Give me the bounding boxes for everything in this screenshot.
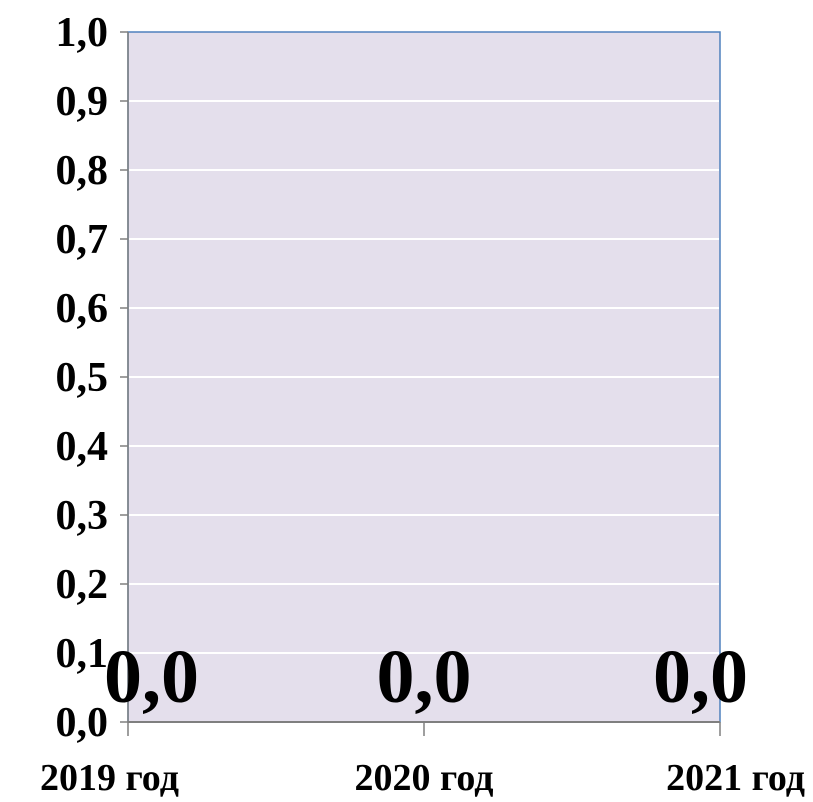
y-tick-label: 0,0 <box>56 700 109 746</box>
x-tick-label: 2019 год <box>40 757 179 799</box>
y-tick-label: 0,1 <box>56 631 109 677</box>
y-tick-label: 0,4 <box>56 424 109 470</box>
y-tick-label: 0,5 <box>56 355 109 401</box>
x-tick-label: 2021 год <box>666 757 805 799</box>
y-tick-label: 0,7 <box>56 217 109 263</box>
y-tick-label: 0,3 <box>56 493 109 539</box>
data-label: 0,0 <box>377 635 472 719</box>
y-tick-label: 0,9 <box>56 79 109 125</box>
data-label: 0,0 <box>104 635 199 719</box>
data-labels: 0,0 0,0 0,0 <box>104 635 748 719</box>
y-tick-label: 1,0 <box>56 10 109 56</box>
y-tick-label: 0,8 <box>56 148 109 194</box>
gridlines <box>129 100 719 654</box>
y-tick-label: 0,2 <box>56 562 109 608</box>
y-tick-label: 0,6 <box>56 286 109 332</box>
x-axis-ticks: 2019 год 2020 год 2021 год <box>40 722 805 799</box>
y-axis-ticks: 0,0 0,1 0,2 0,3 0,4 0,5 0,6 0,7 0,8 0,9 1,0 <box>56 10 128 746</box>
data-label: 0,0 <box>653 635 748 719</box>
x-tick-label: 2020 год <box>355 757 494 799</box>
